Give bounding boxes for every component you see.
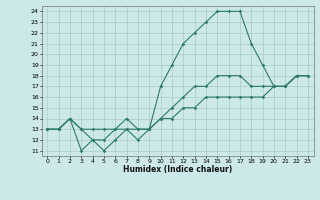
X-axis label: Humidex (Indice chaleur): Humidex (Indice chaleur) [123, 165, 232, 174]
